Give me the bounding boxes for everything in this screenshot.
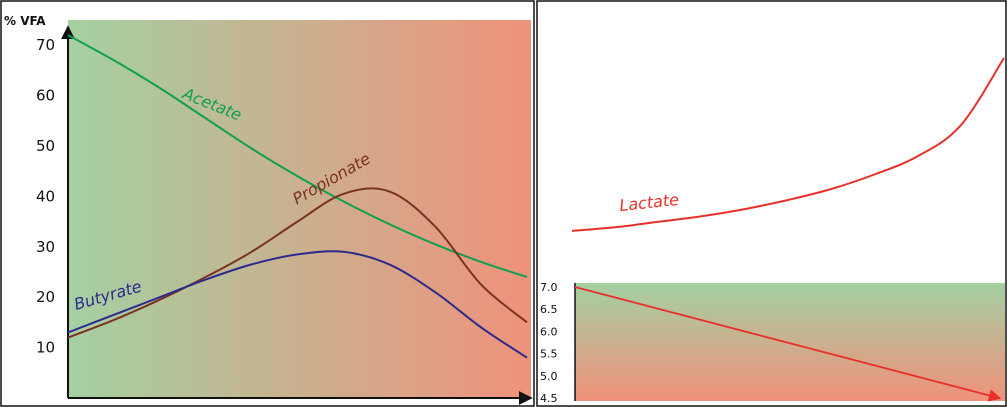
vfa-y-tick-label: 20: [36, 288, 55, 306]
series-line-ph: [574, 286, 1002, 402]
ph-chart-panel: 7.0 6.5 6.0 5.5 5.0 4.5: [540, 281, 1005, 405]
ph-y-tick-label: 4.5: [540, 392, 558, 405]
vfa-y-tick-label: 30: [36, 238, 55, 256]
vfa-y-tick-label: 50: [36, 137, 55, 155]
ph-y-tick-label: 6.0: [540, 325, 558, 338]
vfa-y-tick-label: 10: [36, 339, 55, 357]
series-label-lactate: Lactate: [618, 190, 680, 215]
ph-y-tick-label: 6.5: [540, 303, 558, 316]
series-line-propionate: [67, 187, 528, 339]
series-line-lactate: [571, 57, 1005, 232]
ph-y-tick-label: 5.0: [540, 370, 558, 383]
ph-y-tick-label: 7.0: [540, 281, 558, 294]
vfa-y-tick-label: 60: [36, 87, 55, 105]
ph-y-tick-label: 5.5: [540, 348, 558, 361]
vfa-y-tick-label: 70: [36, 36, 55, 54]
series-line-butyrate: [67, 250, 528, 359]
vfa-panel-border: [0, 0, 535, 407]
series-line-acetate: [67, 34, 528, 278]
lactate-panel-border: [536, 0, 1007, 407]
vfa-y-axis-label: % VFA: [4, 14, 46, 28]
vfa-plot-background: [68, 20, 531, 398]
vfa-y-tick-label: 40: [36, 187, 55, 205]
